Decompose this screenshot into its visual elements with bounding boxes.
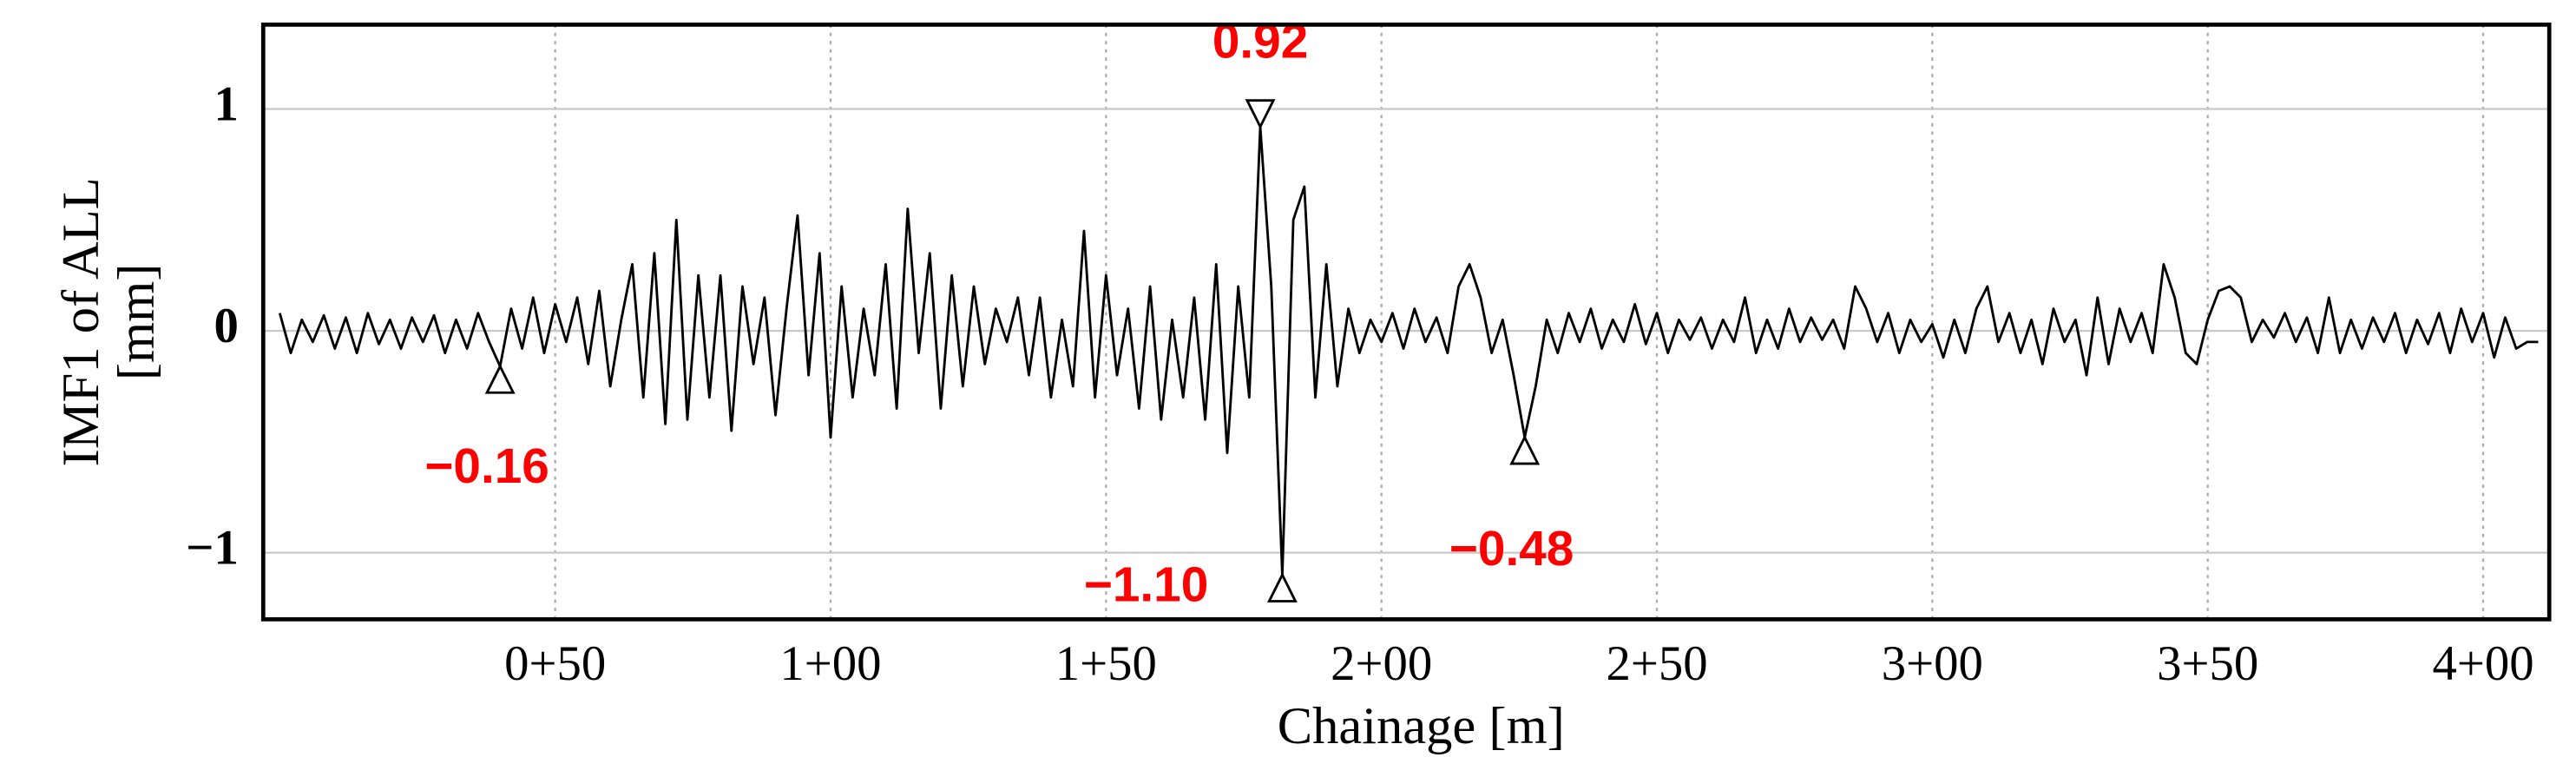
plot-frame [260, 23, 2552, 622]
data-line [278, 125, 2539, 576]
x-tick-label: 0+50 [504, 636, 606, 691]
y-axis-label-line: IMF1 of ALL [52, 177, 110, 466]
annotation-marker [1245, 99, 1276, 130]
y-tick-label: −1 [186, 521, 239, 576]
x-tick-label: 3+50 [2157, 636, 2258, 691]
x-tick-label: 2+00 [1331, 636, 1432, 691]
annotation-marker [1267, 572, 1298, 603]
annotation-label: 0.92 [1212, 14, 1308, 69]
x-axis-label: Chainage [m] [1278, 697, 1565, 755]
annotation-label: −0.48 [1449, 522, 1574, 576]
x-tick-label: 3+00 [1882, 636, 1983, 691]
x-tick-label: 1+50 [1055, 636, 1157, 691]
y-tick-label: 0 [214, 299, 239, 353]
x-tick-label: 2+50 [1606, 636, 1707, 691]
annotation-label: −1.10 [1084, 557, 1209, 612]
annotation-marker [484, 363, 516, 394]
x-tick-label: 1+00 [779, 636, 881, 691]
annotation-marker [1509, 434, 1541, 465]
annotation-label: −0.16 [424, 439, 549, 494]
y-axis-label: IMF1 of ALL [mm] [52, 177, 166, 466]
y-tick-label: 1 [214, 77, 239, 132]
y-axis-label-line: [mm] [108, 264, 166, 380]
x-tick-label: 4+00 [2432, 636, 2533, 691]
